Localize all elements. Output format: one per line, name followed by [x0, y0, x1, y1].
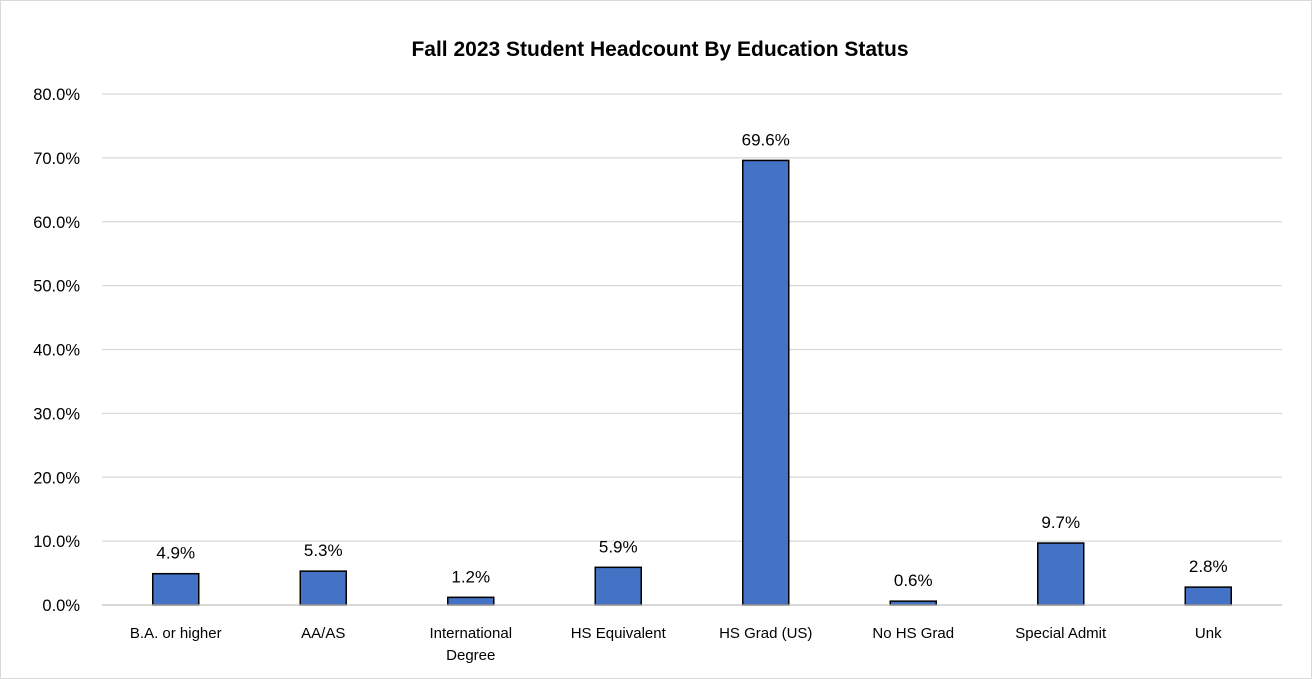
bar — [447, 596, 495, 606]
bar — [1184, 586, 1232, 606]
category-labels: B.A. or higher AA/AS International Degree HS… — [130, 625, 1222, 664]
data-labels: 4.9% 5.3% 1.2% 5.9% 69.6% 0.6% 9.7% 2.8% — [156, 130, 1227, 590]
y-tick-label: 50.0% — [33, 278, 80, 296]
data-label: 69.6% — [742, 130, 790, 149]
gridlines — [102, 93, 1282, 542]
category-label: No HS Grad — [872, 625, 954, 642]
chart-title: Fall 2023 Student Headcount By Education… — [411, 38, 908, 61]
category-label: Special Admit — [1015, 625, 1107, 642]
bar — [1037, 542, 1085, 606]
data-label: 5.9% — [599, 537, 638, 556]
y-tick-label: 80.0% — [33, 86, 80, 104]
data-label: 1.2% — [451, 567, 490, 586]
data-label: 9.7% — [1041, 513, 1080, 532]
y-tick-label: 0.0% — [42, 597, 80, 615]
bars — [152, 159, 1232, 606]
data-label: 0.6% — [894, 571, 933, 590]
y-tick-label: 60.0% — [33, 214, 80, 232]
y-axis-ticks: 0.0% 10.0% 20.0% 30.0% 40.0% 50.0% 60.0% 70.0% 8… — [33, 86, 80, 615]
category-label: HS Equivalent — [571, 625, 667, 642]
category-label: HS Grad (US) — [719, 625, 812, 642]
y-tick-label: 20.0% — [33, 469, 80, 487]
bar — [299, 570, 347, 606]
bar — [594, 566, 642, 606]
y-tick-label: 30.0% — [33, 405, 80, 423]
bar — [742, 159, 790, 606]
y-tick-label: 70.0% — [33, 150, 80, 168]
data-label: 4.9% — [156, 544, 195, 563]
category-label: AA/AS — [301, 625, 345, 642]
data-label: 2.8% — [1189, 557, 1228, 576]
category-label: B.A. or higher — [130, 625, 222, 642]
category-label: International Degree — [429, 625, 512, 664]
data-label: 5.3% — [304, 541, 343, 560]
y-tick-label: 10.0% — [33, 533, 80, 551]
y-tick-label: 40.0% — [33, 342, 80, 360]
bar — [152, 572, 200, 606]
category-label: Unk — [1195, 625, 1222, 642]
